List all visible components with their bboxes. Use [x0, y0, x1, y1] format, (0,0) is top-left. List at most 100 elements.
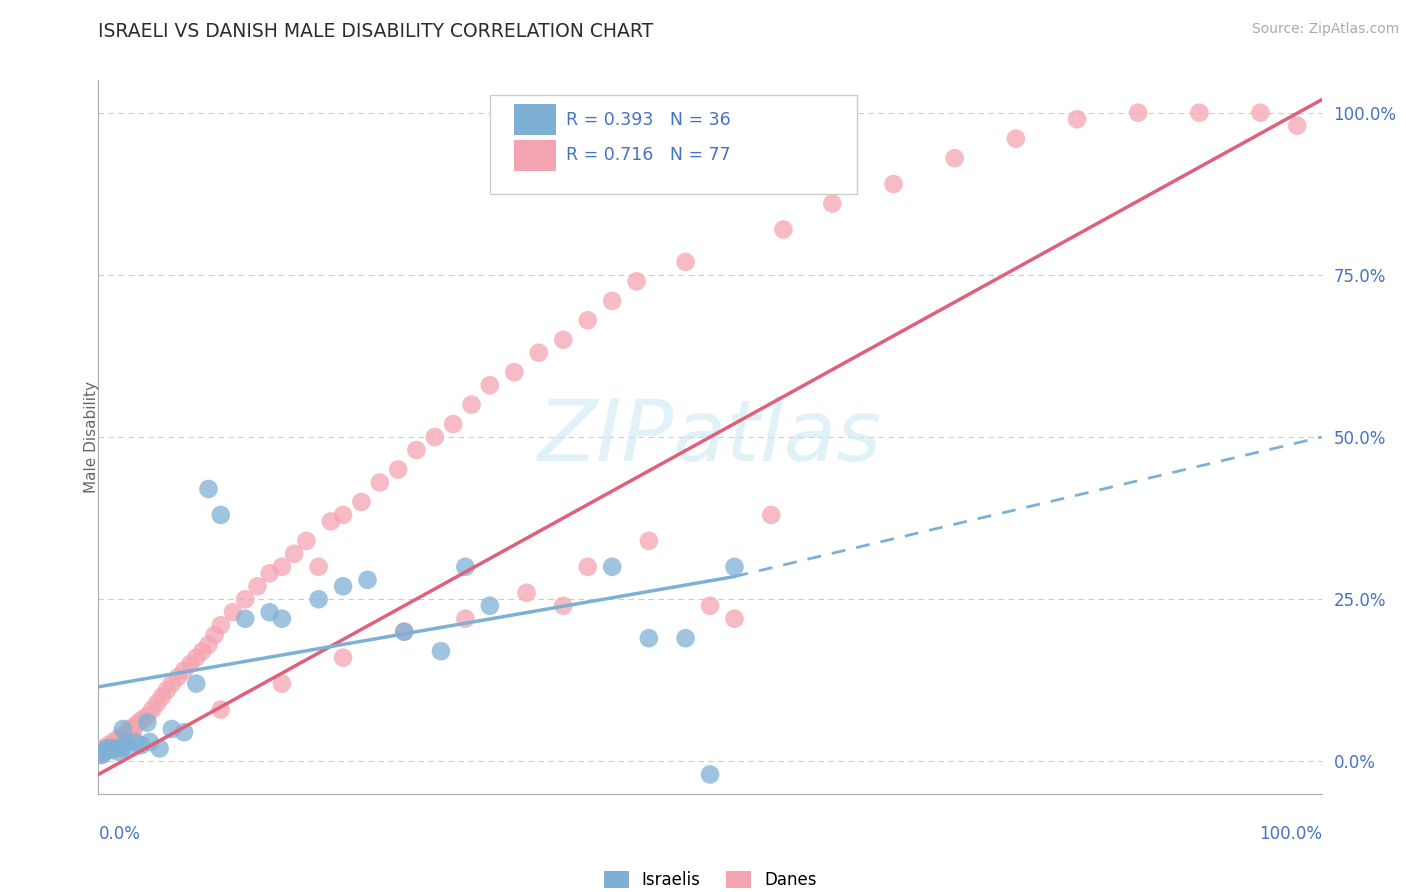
Point	[626, 274, 648, 288]
Text: R = 0.716   N = 77: R = 0.716 N = 77	[565, 146, 730, 164]
Point	[515, 586, 537, 600]
Point	[503, 365, 526, 379]
Point	[319, 515, 342, 529]
Point	[121, 725, 143, 739]
Point	[107, 731, 129, 746]
Point	[478, 378, 501, 392]
Point	[356, 573, 378, 587]
Text: R = 0.393   N = 36: R = 0.393 N = 36	[565, 111, 731, 128]
Point	[124, 719, 146, 733]
Point	[204, 628, 226, 642]
Point	[454, 612, 477, 626]
Point	[111, 741, 134, 756]
Point	[430, 644, 453, 658]
Point	[209, 702, 232, 716]
Text: ISRAELI VS DANISH MALE DISABILITY CORRELATION CHART: ISRAELI VS DANISH MALE DISABILITY CORREL…	[98, 22, 654, 41]
Point	[259, 566, 281, 581]
Point	[553, 333, 575, 347]
Point	[387, 462, 409, 476]
Point	[111, 729, 134, 743]
Point	[553, 599, 575, 613]
Point	[111, 722, 134, 736]
Point	[460, 398, 482, 412]
Point	[454, 559, 477, 574]
Point	[90, 747, 112, 762]
Point	[1249, 105, 1271, 120]
Point	[128, 715, 150, 730]
Point	[114, 735, 136, 749]
Point	[270, 612, 294, 626]
Point	[308, 559, 330, 574]
Point	[136, 715, 159, 730]
Point	[576, 559, 599, 574]
Point	[723, 559, 745, 574]
Point	[104, 738, 127, 752]
Point	[139, 735, 162, 749]
Point	[118, 741, 141, 756]
Point	[600, 559, 623, 574]
Point	[114, 731, 136, 746]
Point	[197, 482, 219, 496]
Point	[576, 313, 599, 327]
FancyBboxPatch shape	[515, 103, 555, 136]
Point	[441, 417, 464, 431]
Point	[1286, 119, 1309, 133]
Point	[638, 533, 661, 548]
Point	[97, 738, 120, 752]
Point	[209, 618, 232, 632]
Point	[129, 738, 152, 752]
Point	[761, 508, 783, 522]
Point	[1004, 131, 1026, 145]
Point	[191, 644, 214, 658]
Point	[350, 495, 373, 509]
Point	[332, 650, 354, 665]
Point	[91, 741, 114, 756]
Point	[100, 741, 122, 756]
Point	[283, 547, 305, 561]
Point	[308, 592, 330, 607]
Point	[93, 745, 115, 759]
Point	[699, 767, 721, 781]
Point	[233, 592, 256, 607]
Point	[103, 741, 125, 756]
Y-axis label: Male Disability: Male Disability	[84, 381, 98, 493]
Point	[638, 631, 661, 645]
Point	[91, 747, 114, 762]
Point	[270, 559, 294, 574]
Point	[405, 443, 427, 458]
Text: 100.0%: 100.0%	[1258, 825, 1322, 843]
Point	[675, 255, 697, 269]
Point	[179, 657, 201, 672]
Point	[173, 664, 195, 678]
Point	[883, 177, 905, 191]
Point	[943, 151, 966, 165]
Point	[222, 605, 245, 619]
Point	[94, 745, 117, 759]
Point	[675, 631, 697, 645]
Point	[821, 196, 844, 211]
Point	[186, 676, 208, 690]
Point	[1188, 105, 1211, 120]
Point	[156, 683, 179, 698]
Point	[101, 735, 124, 749]
Point	[368, 475, 391, 490]
Point	[392, 624, 416, 639]
Point	[197, 638, 219, 652]
Text: 0.0%: 0.0%	[98, 825, 141, 843]
Point	[527, 345, 550, 359]
FancyBboxPatch shape	[515, 139, 555, 171]
Point	[146, 696, 169, 710]
Point	[478, 599, 501, 613]
Point	[332, 579, 354, 593]
Point	[118, 722, 141, 736]
Point	[1066, 112, 1088, 127]
Point	[149, 741, 172, 756]
Point	[209, 508, 232, 522]
Point	[167, 670, 190, 684]
Point	[107, 745, 129, 759]
Point	[101, 743, 124, 757]
Point	[124, 735, 146, 749]
Point	[160, 722, 183, 736]
Point	[723, 612, 745, 626]
Point	[246, 579, 269, 593]
